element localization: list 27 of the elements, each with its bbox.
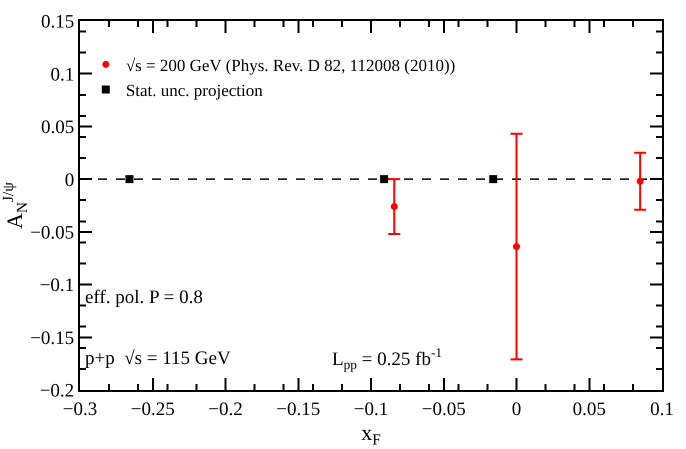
point <box>513 243 520 250</box>
x-axis-title: x$_{F}$ <box>361 420 381 448</box>
y-tick-label: 0.15 <box>40 12 74 33</box>
point <box>390 203 398 210</box>
y-tick-label: 0 <box>64 170 74 191</box>
y-tick-label: −0.05 <box>30 222 74 244</box>
y-tick-label: 0.1 <box>50 64 74 86</box>
x-tick-label: 0 <box>512 398 522 420</box>
x-tick-label: −0.25 <box>130 398 175 420</box>
x-tick-label: 0.05 <box>572 398 606 420</box>
point <box>380 175 388 184</box>
point <box>125 175 134 184</box>
x-tick-label: 0.1 <box>650 398 674 420</box>
annotation: eff. pol. P = 0.8 <box>85 287 203 308</box>
legend-label: √s = 200 GeV (Phys. Rev. D 82, 112008 (2010)) <box>126 56 456 76</box>
y-tick-label: −0.1 <box>40 275 74 296</box>
x-tick-label: −0.05 <box>422 398 466 420</box>
annotation: L$_{pp}$ = 0.25 fb$^{-1}$ <box>332 345 442 372</box>
legend-label: Stat. unc. projection <box>126 81 264 100</box>
y-tick-label: −0.15 <box>30 328 74 349</box>
y-tick-label: 0.05 <box>40 117 74 138</box>
annotation: p+p √s = 115 GeV <box>85 348 231 369</box>
x-tick-label: −0.15 <box>276 398 320 420</box>
x-tick-label: −0.1 <box>354 398 388 420</box>
point <box>489 175 498 184</box>
point <box>636 178 644 185</box>
x-tick-label: −0.2 <box>208 398 243 420</box>
